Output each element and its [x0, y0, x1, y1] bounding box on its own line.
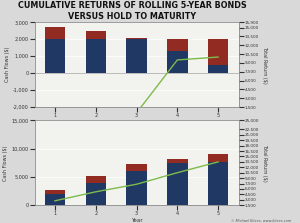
Bar — [85, 183, 106, 205]
Y-axis label: Cash Flows ($): Cash Flows ($) — [5, 47, 10, 83]
Bar — [126, 164, 147, 171]
Text: © Michael Kitces, www.kitces.com: © Michael Kitces, www.kitces.com — [231, 219, 291, 223]
Bar — [126, 39, 147, 73]
Y-axis label: Cash Flows ($): Cash Flows ($) — [3, 145, 8, 181]
X-axis label: Year: Year — [131, 120, 142, 125]
Bar — [167, 39, 188, 73]
Bar — [167, 39, 188, 51]
Bar — [126, 37, 147, 39]
Bar — [208, 154, 228, 162]
Bar — [85, 39, 106, 73]
Legend: Annual Cash Flow, Annual Gain/(Loss), Cumulative Total Return: Annual Cash Flow, Annual Gain/(Loss), Cu… — [46, 134, 194, 142]
Bar — [126, 171, 147, 205]
Y-axis label: Total Return ($): Total Return ($) — [262, 46, 267, 84]
Bar — [167, 159, 188, 163]
Bar — [167, 163, 188, 205]
X-axis label: Year: Year — [131, 218, 142, 223]
Bar — [208, 39, 228, 73]
Bar — [45, 27, 65, 39]
Y-axis label: Total Return ($): Total Return ($) — [262, 144, 268, 182]
Bar — [85, 31, 106, 39]
Text: CUMULATIVE RETURNS OF ROLLING 5-YEAR BONDS
VERSUS HOLD TO MATURITY: CUMULATIVE RETURNS OF ROLLING 5-YEAR BON… — [18, 1, 246, 21]
Bar — [45, 194, 65, 205]
Bar — [45, 190, 65, 194]
Bar — [45, 39, 65, 73]
Bar — [208, 39, 228, 65]
Bar — [85, 176, 106, 183]
Bar — [208, 154, 228, 205]
